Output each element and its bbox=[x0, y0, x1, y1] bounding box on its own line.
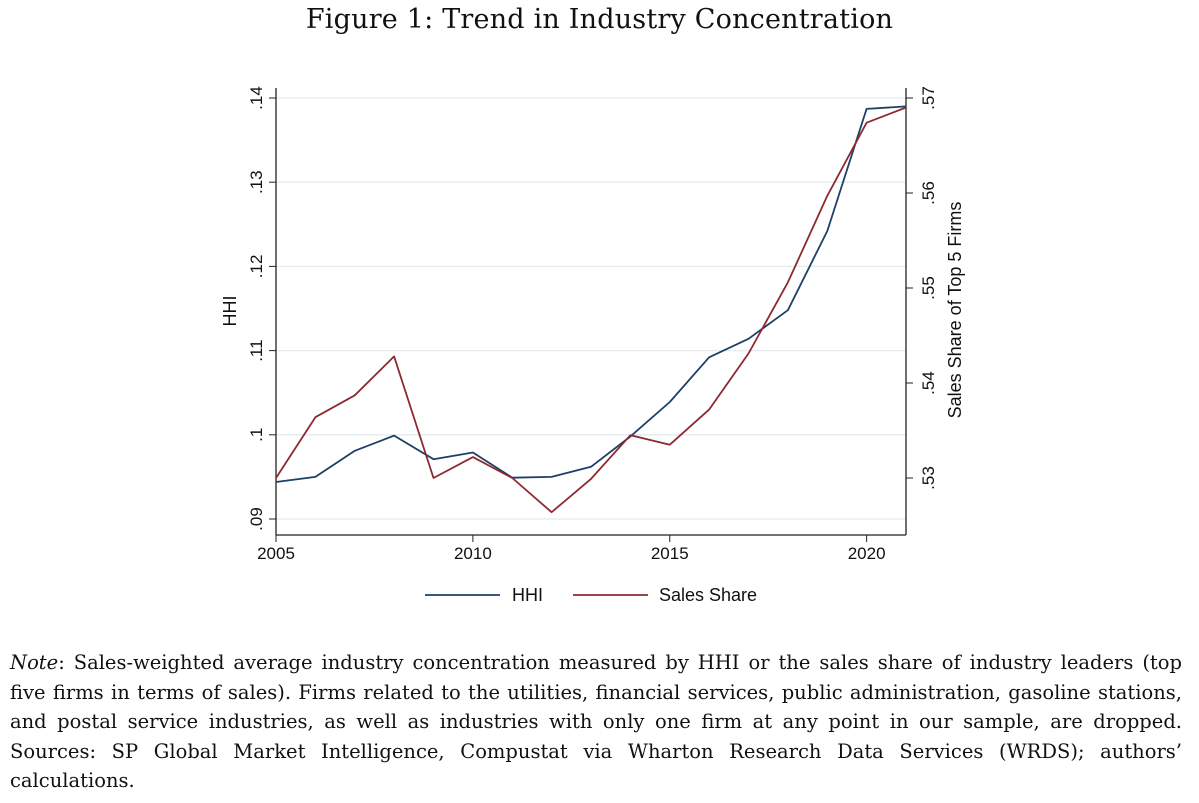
x-tick-label-2010: 2010 bbox=[454, 544, 492, 563]
x-tick-label-2005: 2005 bbox=[257, 544, 295, 563]
right-tick-label-.57: .57 bbox=[919, 86, 938, 110]
left-axis-title: HHI bbox=[220, 296, 240, 327]
right-tick-label-.53: .53 bbox=[919, 466, 938, 490]
right-axis-title: Sales Share of Top 5 Firms bbox=[945, 202, 965, 419]
series-line-sales-share bbox=[275, 106, 907, 514]
left-axis-ticks: .09 .1 .11 .12 .13 .14 bbox=[247, 86, 276, 531]
right-axis-ticks: .53 .54 .55 .56 .57 bbox=[906, 86, 938, 490]
x-tick-label-2020: 2020 bbox=[848, 544, 886, 563]
grid-lines bbox=[276, 97, 906, 520]
legend: HHI Sales Share bbox=[425, 585, 757, 605]
left-tick-label-.11: .11 bbox=[247, 339, 266, 361]
note-label: Note bbox=[10, 651, 59, 674]
left-tick-label-.12: .12 bbox=[247, 255, 266, 279]
left-tick-label-.13: .13 bbox=[247, 170, 266, 194]
left-tick-label-.09: .09 bbox=[247, 507, 266, 531]
left-tick-label-.14: .14 bbox=[247, 86, 266, 110]
line-chart: 2005 2010 2015 2020 .09.1.11.12.13.14 .53.5… bbox=[220, 86, 965, 605]
right-tick-label-.56: .56 bbox=[919, 181, 938, 205]
figure-title: Figure 1: Trend in Industry Concentratio… bbox=[305, 4, 894, 35]
left-tick-label-.1: .1 bbox=[247, 428, 266, 442]
legend-label-sales-share: Sales Share bbox=[659, 585, 757, 605]
x-axis-ticks: 2005 2010 2015 2020 bbox=[257, 535, 886, 563]
plot-frame bbox=[275, 88, 907, 536]
figure-note: Note: Sales-weighted average industry co… bbox=[10, 648, 1182, 796]
note-text: : Sales-weighted average industry concen… bbox=[10, 651, 1182, 792]
right-tick-label-.54: .54 bbox=[919, 371, 938, 395]
series-line-hhi bbox=[275, 105, 907, 483]
right-tick-label-.55: .55 bbox=[919, 276, 938, 300]
legend-label-hhi: HHI bbox=[512, 585, 543, 605]
series-lines bbox=[275, 105, 907, 514]
x-tick-label-2015: 2015 bbox=[651, 544, 689, 563]
